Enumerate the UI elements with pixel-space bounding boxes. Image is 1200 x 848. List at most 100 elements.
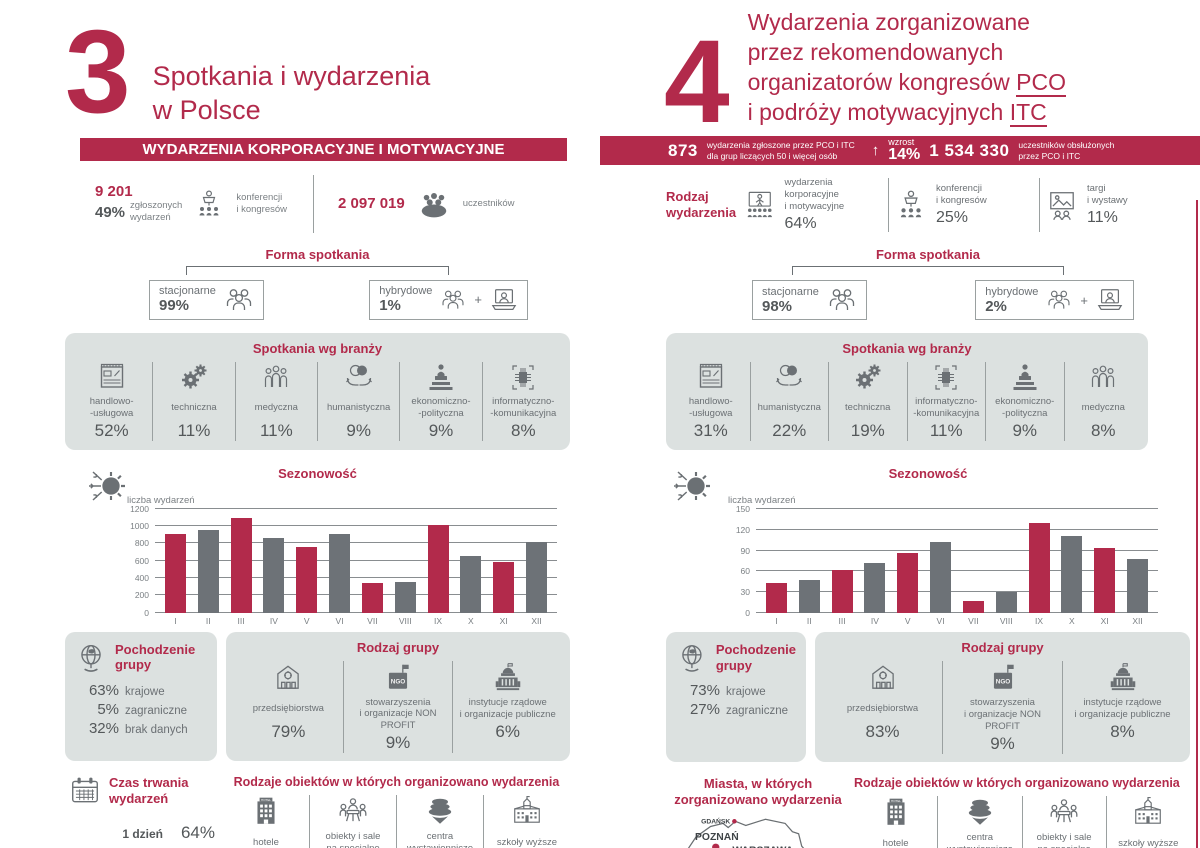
industry-value: 11% <box>929 421 963 441</box>
venue-col: obiekty i sale na specjalne wydarzenia 2… <box>1021 795 1106 848</box>
venue-label: szkoły wyższe <box>496 837 558 848</box>
section-title: Spotkania i wydarzenia w Polsce <box>152 61 431 125</box>
cities-map-block: Miasta, w których zorganizowano wydarzen… <box>662 776 854 848</box>
bar-month-IX <box>1028 522 1050 614</box>
x-tick: III <box>838 616 846 627</box>
group-type-col: przedsiębiorstwa 79% <box>234 661 343 754</box>
origin-panel-left: Pochodzenie grupy 63% krajowe 5% zagranicz… <box>65 631 217 762</box>
bar-month-II <box>197 529 219 613</box>
x-tick: I <box>174 615 177 626</box>
bracket-line <box>186 265 449 275</box>
events-percent: 49% <box>95 203 126 221</box>
plot-area: I II III IV V VI VII VIII IX X XI XII <box>756 508 1158 626</box>
growth-stat: wzrost 14% <box>888 138 920 163</box>
x-tick: III <box>237 615 245 626</box>
x-tick: XI <box>1100 616 1109 627</box>
venue-label: centra wystawiennicze i kongresowe <box>407 831 473 848</box>
y-axis-label: liczba wydarzeń <box>127 494 195 506</box>
group-type-col: stowarzyszenia i organizacje NON PROFIT … <box>942 661 1062 754</box>
gridline <box>155 559 557 561</box>
up-arrow-icon: ↑ <box>871 142 880 160</box>
x-tick: IV <box>269 615 278 626</box>
bar-month-XII <box>1127 558 1149 614</box>
growth-value: 14% <box>888 146 921 164</box>
bar-slot: V <box>294 509 320 626</box>
chip-icon <box>508 362 538 392</box>
industry-label: ekonomiczno- -polityczna <box>411 395 471 419</box>
duration-title: Czas trwania wydarzeń <box>109 775 189 806</box>
origin-value: 63% <box>88 681 119 699</box>
origin-value: 73% <box>689 682 720 700</box>
event-type-title: Rodzaj wydarzenia <box>666 188 737 221</box>
industry-value: 19% <box>850 421 885 441</box>
hybrid-label: hybrydowe <box>379 285 433 297</box>
bar-month-XI <box>1094 547 1116 614</box>
industries-panel-left: Spotkania wg branży handlowo- -usługowa … <box>65 332 570 450</box>
bar-slot: I <box>763 509 789 626</box>
venues-title: Rodzaje obiektów w których organizowano … <box>233 775 560 790</box>
crowd-icon <box>417 188 451 220</box>
season-snowflake-sun-icon <box>672 466 712 506</box>
y-tick: 600 <box>134 555 149 566</box>
city-dot-gdansk <box>732 819 737 824</box>
industry-label: humanistyczna <box>757 402 821 414</box>
store-icon <box>97 362 127 392</box>
hybrid-label: hybrydowe <box>985 285 1039 298</box>
group-row-left: Pochodzenie grupy 63% krajowe 5% zagranicz… <box>65 631 570 762</box>
bar-month-X <box>1061 536 1083 614</box>
conference-podium-icon <box>194 189 224 219</box>
banner-events-note: wydarzenia zgłoszone przez PCO i ITC dla… <box>706 139 855 161</box>
origin-label: krajowe <box>726 686 766 699</box>
bar-slot: XII <box>524 509 550 626</box>
industry-label: humanistyczna <box>326 401 391 413</box>
gridline <box>155 611 557 613</box>
bar-month-I <box>164 534 186 613</box>
industry-col: humanistyczna 9% <box>316 361 399 441</box>
seasonality-title: Sezonowość <box>278 465 357 481</box>
gridline <box>756 591 1158 593</box>
bottom-row-right: Miasta, w których zorganizowano wydarzen… <box>662 776 1190 848</box>
ngo-building-icon <box>987 661 1019 693</box>
industry-col: medyczna 11% <box>234 361 317 441</box>
participants-count: 2 097 019 <box>338 195 405 212</box>
venue-label: centra wystawiennicze i kongresowe <box>947 831 1013 848</box>
event-type-item: konferencji i kongresów 25% <box>889 183 1039 227</box>
calendar-icon <box>69 775 101 807</box>
event-type-item: targi i wystawy 11% <box>1040 183 1190 227</box>
industry-col: informatyczno- -komunikacyjna 8% <box>481 361 564 441</box>
bar-month-IV <box>864 563 886 614</box>
laptop-person-icon <box>1096 286 1124 314</box>
industry-col: humanistyczna 22% <box>749 362 829 442</box>
convention-center-icon <box>964 796 996 828</box>
y-tick: 90 <box>740 545 750 556</box>
industries-title: Spotkania wg branży <box>252 340 383 356</box>
section-number: 4 <box>664 16 730 148</box>
hybrid-box: hybrydowe 2% + <box>975 280 1134 321</box>
industry-label: handlowo- -usługowa <box>688 396 733 420</box>
industry-label: informatyczno- -komunikacyjna <box>913 396 980 420</box>
seasonality-chart-right: liczba wydarzeń 0 30 60 90 120 150 I II III IV V V… <box>728 495 1158 626</box>
pco-link[interactable]: PCO <box>1016 68 1066 97</box>
stationary-value: 99% <box>159 297 190 314</box>
people-group-icon <box>224 285 254 315</box>
events-note: zgłoszonych wydarzeń <box>130 200 183 223</box>
meeting-table-icon <box>1048 796 1080 828</box>
bar-slot: V <box>895 509 921 626</box>
section-3-header: 3 Spotkania i wydarzenia w Polsce <box>65 13 570 131</box>
x-tick: V <box>303 615 310 626</box>
venue-col: centra wystawiennicze i kongresowe 12% <box>396 795 483 848</box>
industry-value: 8% <box>511 420 536 440</box>
poland-outline <box>688 818 805 848</box>
group-type-label: przedsiębiorstwa <box>252 702 324 714</box>
hybrid-value: 1% <box>379 297 401 314</box>
venue-label: hotele <box>253 837 279 848</box>
itc-link[interactable]: ITC <box>1009 98 1047 127</box>
people-group-icon <box>1046 287 1072 313</box>
x-tick: X <box>468 615 474 626</box>
x-tick: V <box>904 616 911 627</box>
industry-label: handlowo- -usługowa <box>89 395 134 419</box>
title-line: przez rekomendowanych <box>747 38 1004 65</box>
key-stats-left: 9 201 49% zgłoszonych wydarzeń konferenc… <box>65 173 570 235</box>
industry-col: ekonomiczno- -polityczna 9% <box>985 362 1064 442</box>
origin-value: 5% <box>97 700 119 718</box>
